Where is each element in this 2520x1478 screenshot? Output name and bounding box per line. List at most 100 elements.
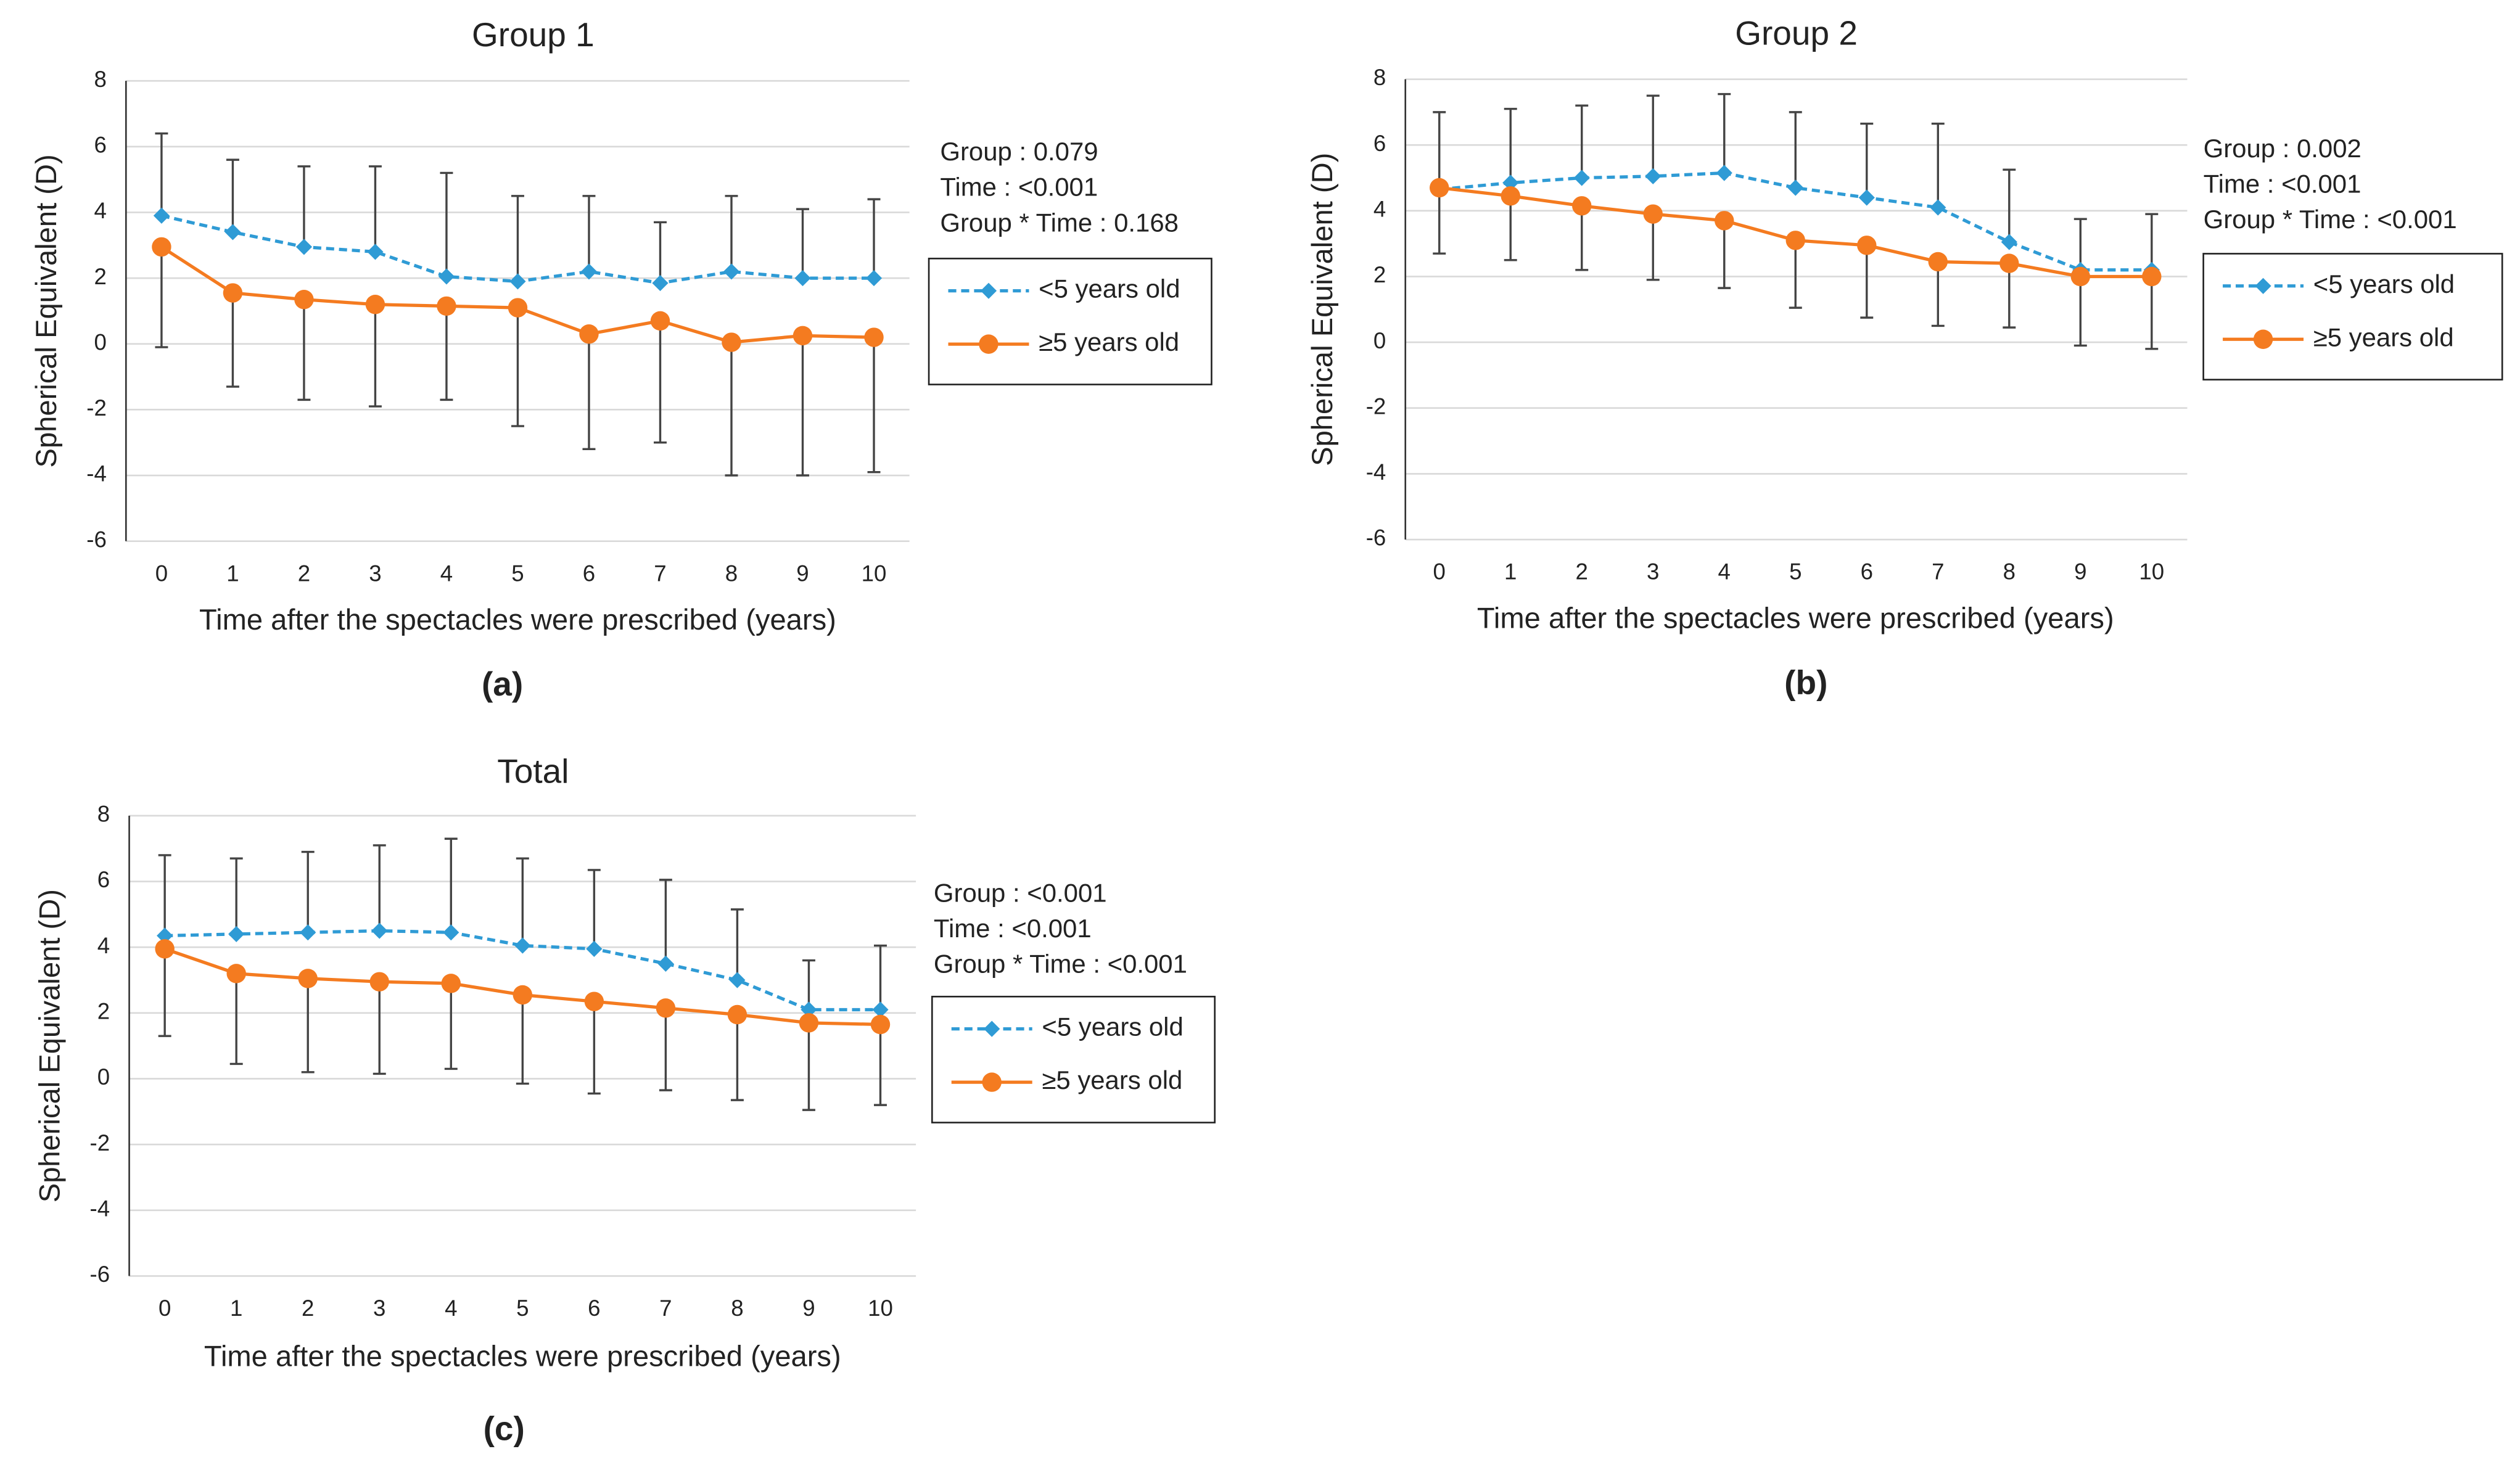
chart-title: Total (497, 752, 569, 790)
marker (872, 1001, 889, 1018)
x-tick-label: 1 (226, 560, 239, 586)
y-tick-label: 0 (97, 1064, 110, 1090)
marker (657, 955, 674, 972)
chart-title: Group 1 (472, 15, 595, 54)
x-tick-label: 7 (1932, 559, 1944, 585)
x-axis-label: Time after the spectacles were prescribe… (204, 1339, 841, 1372)
y-tick-label: 6 (94, 132, 106, 157)
panel-label: (a) (482, 665, 523, 703)
annotation: Group : 0.002 (2204, 134, 2361, 163)
x-tick-label: 1 (230, 1295, 242, 1321)
annotation: Time : <0.001 (2204, 169, 2361, 198)
legend-marker (984, 1020, 1000, 1037)
marker (1999, 253, 2019, 273)
y-tick-label: -2 (90, 1130, 110, 1156)
marker (1430, 178, 1449, 198)
annotation: Group * Time : <0.001 (2204, 205, 2457, 234)
marker (1502, 174, 1519, 191)
panel-label: (c) (484, 1409, 525, 1447)
y-tick-label: -6 (1366, 525, 1386, 551)
x-tick-label: 0 (1433, 559, 1446, 585)
marker (722, 332, 741, 352)
marker (799, 1013, 819, 1033)
marker (801, 1001, 817, 1018)
x-tick-label: 9 (802, 1295, 815, 1321)
marker (1716, 165, 1732, 181)
legend-marker (980, 282, 997, 299)
y-tick-label: -6 (90, 1262, 110, 1287)
marker (656, 998, 676, 1018)
legend-marker (979, 334, 999, 354)
x-tick-label: 10 (868, 1295, 893, 1321)
marker (224, 224, 241, 240)
marker (300, 924, 316, 941)
x-tick-label: 3 (373, 1295, 385, 1321)
y-tick-label: 8 (94, 67, 106, 92)
marker (295, 239, 313, 255)
marker (514, 937, 531, 954)
legend-label: ≥5 years old (1039, 327, 1179, 356)
marker (2070, 266, 2091, 287)
legend-label: ≥5 years old (1042, 1065, 1182, 1094)
y-tick-label: 2 (1373, 262, 1386, 287)
legend-label: <5 years old (1042, 1012, 1183, 1041)
marker (443, 924, 459, 941)
marker (438, 268, 455, 285)
x-tick-label: 6 (1861, 559, 1873, 585)
marker (1501, 186, 1520, 206)
y-axis-label: Spherical Equivalent (D) (30, 154, 62, 467)
y-tick-label: 4 (94, 198, 106, 223)
marker (223, 283, 243, 303)
marker (298, 969, 318, 988)
legend-box (2202, 253, 2503, 381)
x-tick-label: 8 (725, 560, 738, 586)
marker (155, 939, 175, 959)
marker (153, 207, 170, 224)
chart-panel: Group 2 -6 -4 -2 0 2 4 6 8 0 1 2 3 4 5 6 7 8 9 10 Time after… (1306, 14, 2503, 701)
marker (864, 327, 884, 347)
marker (794, 269, 811, 287)
marker (369, 972, 389, 991)
x-tick-label: 4 (1718, 559, 1731, 585)
x-tick-label: 9 (2074, 559, 2086, 585)
marker (729, 972, 746, 988)
marker (1573, 170, 1590, 186)
marker (650, 311, 670, 331)
marker (580, 263, 598, 280)
legend-label: <5 years old (2313, 269, 2455, 298)
legend-marker (2255, 277, 2271, 294)
x-axis-label: Time after the spectacles were prescribe… (1477, 601, 2114, 634)
marker (365, 295, 385, 314)
marker (367, 244, 384, 260)
marker (870, 1014, 891, 1035)
marker (226, 964, 246, 983)
marker (793, 326, 813, 346)
annotation: Group : <0.001 (934, 878, 1107, 907)
marker (513, 985, 533, 1005)
y-tick-label: 6 (1373, 131, 1386, 156)
marker (727, 1004, 747, 1025)
x-tick-label: 6 (583, 560, 595, 586)
marker (586, 940, 603, 957)
y-tick-label: 0 (1373, 328, 1386, 353)
marker (1858, 189, 1875, 206)
series-line (165, 929, 881, 1012)
marker (1785, 231, 1805, 250)
y-tick-label: -2 (1366, 393, 1386, 419)
marker (437, 296, 456, 316)
y-tick-label: 8 (97, 802, 110, 827)
x-tick-label: 5 (511, 560, 524, 586)
legend-box (928, 257, 1213, 385)
marker (508, 298, 528, 318)
legend-box (931, 995, 1216, 1123)
marker (1572, 196, 1592, 216)
x-tick-label: 6 (588, 1295, 600, 1321)
marker (2142, 266, 2162, 287)
y-axis-label: Spherical Equivalent (D) (1306, 153, 1338, 466)
chart-panel: Total -6 -4 -2 0 2 4 6 8 0 1 2 3 4 5 6 7 8 9 10 Time after t… (33, 752, 1216, 1447)
x-tick-label: 4 (440, 560, 453, 586)
marker (1930, 199, 1946, 216)
y-tick-label: 4 (1373, 197, 1386, 222)
marker (509, 273, 526, 290)
legend-label: <5 years old (1039, 274, 1180, 303)
